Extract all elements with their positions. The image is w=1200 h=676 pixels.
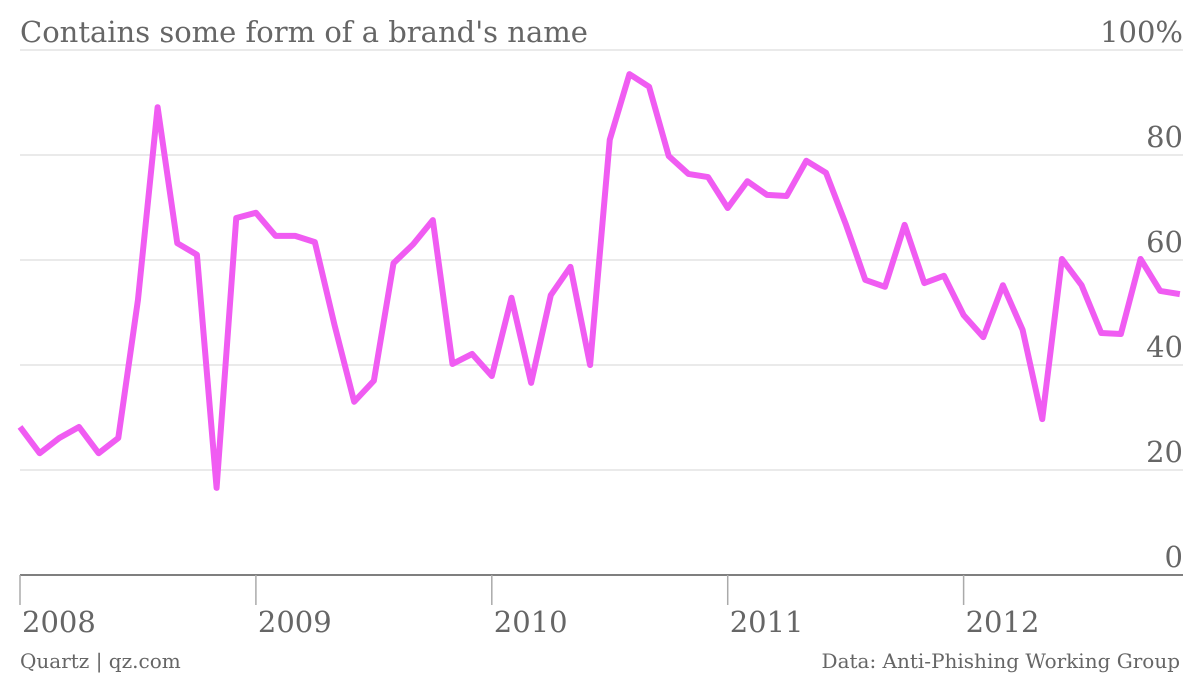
x-tick-label: 2011 bbox=[730, 605, 804, 639]
x-tick-label: 2009 bbox=[258, 605, 332, 639]
chart-title: Contains some form of a brand's name bbox=[20, 15, 588, 49]
y-tick-label: 80 bbox=[1146, 120, 1183, 154]
y-tick-label: 0 bbox=[1165, 540, 1183, 574]
line bbox=[17, 71, 1181, 491]
credit: Quartz | qz.com bbox=[20, 649, 181, 674]
x-tick-label: 2010 bbox=[494, 605, 568, 639]
y-tick-label: 40 bbox=[1146, 330, 1183, 364]
x-tick-label: 2008 bbox=[22, 605, 96, 639]
x-tick-label: 2012 bbox=[966, 605, 1040, 639]
y-tick-label: 20 bbox=[1146, 435, 1183, 469]
y-tick-label: 60 bbox=[1146, 225, 1183, 259]
y-tick-label: 100% bbox=[1100, 15, 1183, 49]
source: Data: Anti-Phishing Working Group bbox=[822, 649, 1180, 673]
